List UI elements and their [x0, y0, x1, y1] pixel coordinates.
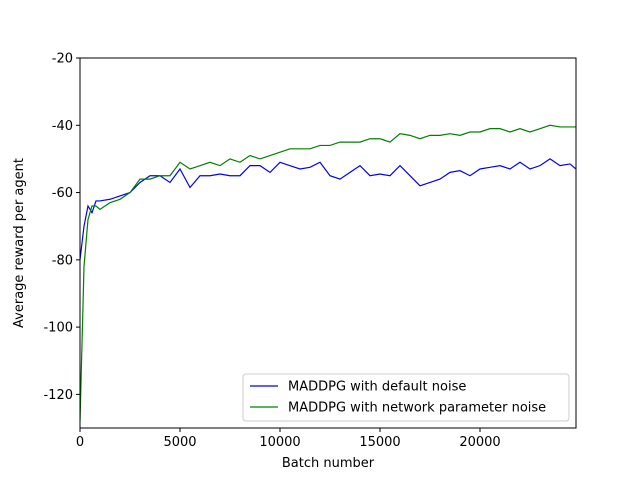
y-tick-label: -60 [52, 186, 73, 201]
y-axis-label: Average reward per agent [12, 158, 27, 328]
x-axis-label: Batch number [282, 456, 375, 471]
legend-label: MADDPG with network parameter noise [288, 401, 546, 416]
legend-box [242, 373, 570, 422]
series-line [80, 124, 576, 422]
y-tick-label: -20 [52, 52, 73, 67]
y-tick-label: -40 [52, 119, 73, 134]
y-tick-label: -120 [43, 388, 73, 403]
x-tick-label: 5000 [163, 435, 196, 450]
y-tick-label: -100 [43, 321, 73, 336]
x-tick-label: 0 [76, 435, 84, 450]
y-tick-label: -80 [52, 253, 73, 268]
series-line [80, 158, 576, 260]
legend-label: MADDPG with default noise [288, 380, 466, 395]
plot-frame [79, 57, 577, 429]
x-tick-label: 10000 [259, 435, 300, 450]
x-tick-label: 20000 [459, 435, 500, 450]
x-tick-label: 15000 [359, 435, 400, 450]
